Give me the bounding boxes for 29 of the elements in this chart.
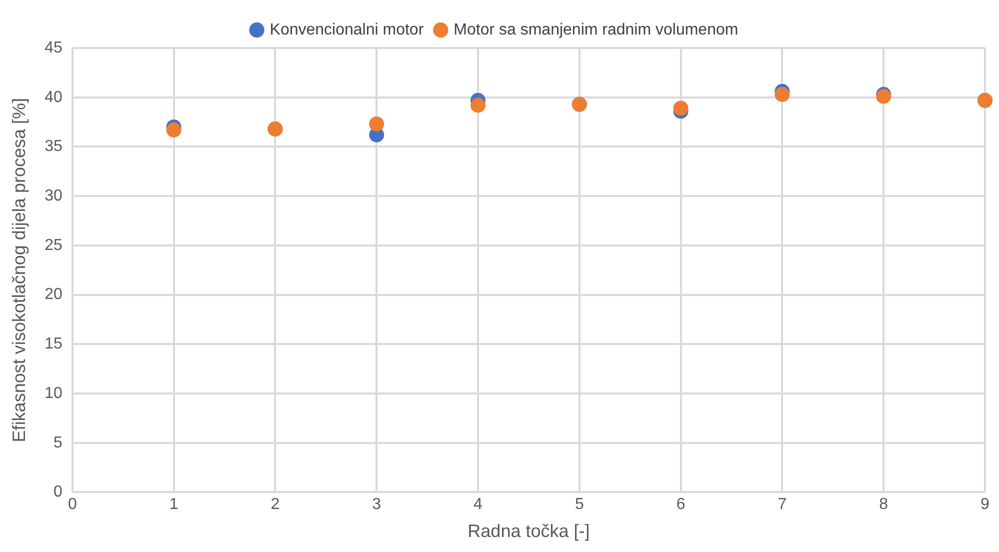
y-tick-label: 25 [44, 236, 62, 254]
y-axis-title: Efikasnost visokotlačnog dijela procesa [%] [8, 98, 29, 442]
x-tick-label: 0 [68, 496, 77, 514]
x-tick-label: 1 [169, 496, 178, 514]
point [369, 116, 384, 132]
y-tick-label: 35 [44, 138, 62, 156]
y-tick-label: 45 [44, 39, 62, 56]
y-tick-label: 10 [44, 384, 62, 402]
y-tick-label: 0 [53, 484, 62, 501]
point [673, 100, 688, 116]
x-tick-label: 8 [879, 496, 888, 514]
x-tick-label: 3 [372, 496, 382, 514]
y-tick-label: 15 [44, 336, 62, 353]
point [166, 122, 182, 138]
y-tick-label: 30 [44, 187, 62, 204]
point [470, 98, 486, 113]
y-tick-label: 40 [44, 88, 62, 106]
x-tick-label: 5 [574, 496, 584, 514]
x-tick-label: 9 [980, 496, 990, 514]
legend-label: Konvencionalni motor [270, 21, 424, 38]
x-tick-label: 7 [778, 496, 787, 514]
y-tick-label: 20 [44, 286, 62, 304]
y-tick-label: 5 [53, 434, 62, 452]
x-tick-label: 4 [474, 496, 483, 514]
legend-label: Motor sa smanjenim radnim volumenom [454, 21, 738, 38]
x-tick-label: 6 [676, 496, 686, 514]
point [774, 86, 790, 102]
x-axis-title: Radna točka [-] [468, 521, 590, 542]
x-tick-label: 2 [270, 496, 280, 514]
